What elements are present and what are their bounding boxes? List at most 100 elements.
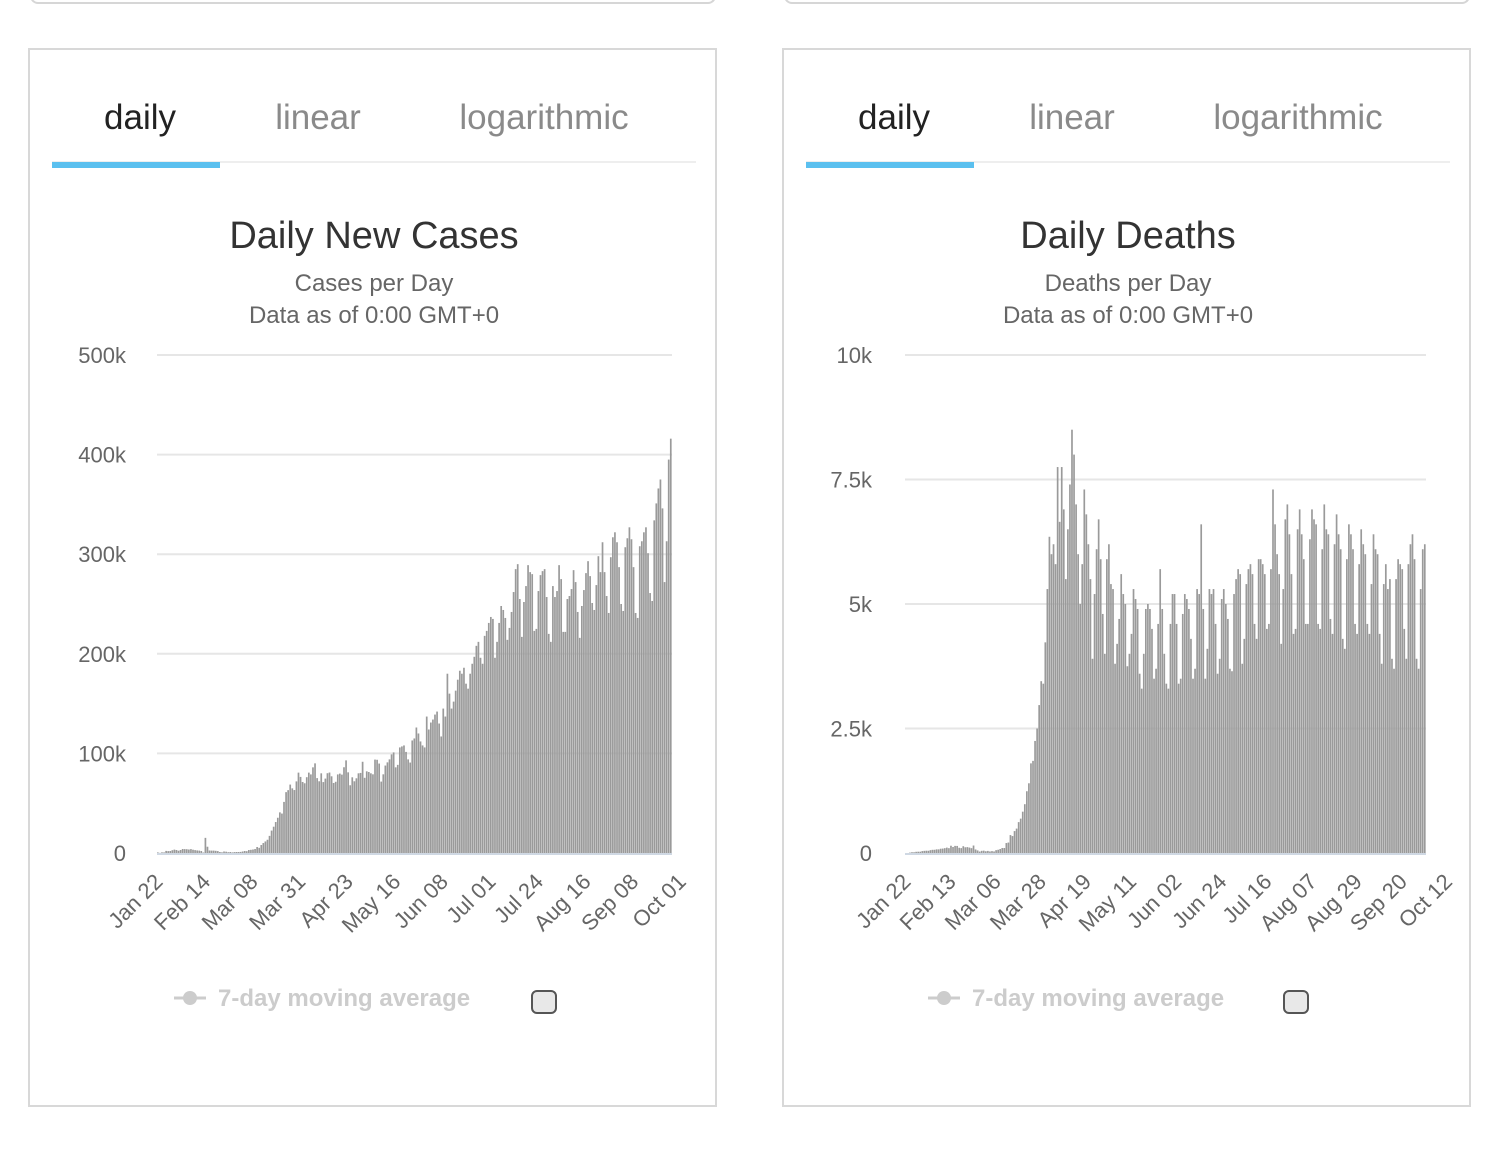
bar bbox=[562, 631, 565, 853]
bar bbox=[1358, 564, 1360, 853]
bar bbox=[425, 716, 428, 853]
bar bbox=[279, 812, 281, 853]
bar bbox=[1343, 648, 1346, 853]
bar bbox=[643, 532, 645, 853]
tab-logarithmic[interactable]: logarithmic bbox=[1213, 98, 1383, 137]
bar bbox=[365, 771, 368, 853]
bar bbox=[438, 723, 440, 853]
bar bbox=[287, 790, 289, 853]
bar bbox=[529, 572, 531, 853]
bar bbox=[1169, 623, 1172, 853]
bar bbox=[1409, 544, 1412, 853]
bar bbox=[1290, 574, 1293, 853]
bar bbox=[1286, 504, 1289, 853]
bar bbox=[628, 527, 631, 853]
bar bbox=[254, 849, 256, 853]
bar bbox=[1341, 638, 1344, 853]
bar bbox=[923, 850, 926, 853]
bar bbox=[1307, 623, 1309, 853]
bar bbox=[1348, 524, 1350, 853]
bar bbox=[1124, 604, 1127, 853]
bar bbox=[560, 579, 563, 853]
bar bbox=[1300, 534, 1303, 853]
tab-linear[interactable]: linear bbox=[275, 98, 361, 137]
bar bbox=[1028, 783, 1030, 853]
bar bbox=[496, 641, 498, 853]
bar bbox=[925, 850, 928, 853]
bar bbox=[1417, 668, 1420, 853]
bar bbox=[233, 852, 236, 853]
moving-average-checkbox[interactable] bbox=[1283, 990, 1309, 1014]
bar bbox=[1030, 763, 1032, 853]
bar bbox=[661, 508, 664, 853]
bar bbox=[216, 851, 219, 853]
x-tick-label: Jul 01 bbox=[441, 869, 500, 928]
bar bbox=[489, 616, 492, 853]
y-tick-label: 5k bbox=[849, 592, 873, 617]
bar bbox=[1370, 584, 1373, 853]
bar bbox=[276, 817, 279, 853]
tab-baseline bbox=[806, 161, 1450, 163]
chart-subtitle-line-2: Data as of 0:00 GMT+0 bbox=[249, 302, 499, 329]
legend-item-moving-average[interactable]: 7-day moving average bbox=[174, 985, 470, 1012]
tab-linear[interactable]: linear bbox=[1029, 98, 1115, 137]
bar bbox=[510, 611, 513, 853]
bar bbox=[1315, 524, 1317, 853]
bar bbox=[556, 591, 558, 853]
bar bbox=[500, 605, 503, 853]
bar bbox=[634, 612, 637, 853]
bar bbox=[444, 716, 447, 853]
bar bbox=[547, 633, 550, 853]
bar bbox=[622, 610, 625, 853]
bar bbox=[401, 746, 403, 853]
bar bbox=[450, 708, 453, 853]
bar bbox=[508, 627, 511, 853]
bar bbox=[952, 846, 954, 853]
bar bbox=[1050, 554, 1053, 853]
bar bbox=[1034, 740, 1036, 853]
bar bbox=[343, 767, 345, 853]
bar bbox=[372, 774, 374, 853]
bar bbox=[378, 763, 381, 853]
tab-daily[interactable]: daily bbox=[858, 98, 930, 137]
bar bbox=[1249, 564, 1252, 853]
bar bbox=[1337, 534, 1340, 853]
bar bbox=[1054, 564, 1057, 853]
bar bbox=[1173, 594, 1176, 853]
bar bbox=[995, 850, 997, 853]
bar bbox=[181, 849, 184, 853]
bar bbox=[419, 741, 422, 853]
bar bbox=[310, 774, 312, 853]
bar bbox=[307, 772, 310, 853]
bar bbox=[506, 639, 509, 853]
bar bbox=[999, 849, 1002, 853]
bar bbox=[601, 542, 604, 853]
bar bbox=[274, 822, 277, 853]
legend-item-moving-average[interactable]: 7-day moving average bbox=[928, 985, 1224, 1012]
bar bbox=[974, 849, 977, 853]
bar bbox=[268, 835, 271, 853]
bar bbox=[1136, 608, 1139, 853]
bar bbox=[1089, 579, 1092, 853]
bar bbox=[1413, 559, 1416, 853]
y-tick-label: 200k bbox=[78, 642, 127, 667]
bar bbox=[989, 851, 991, 853]
cases-chart: Daily New Cases Cases per Day Data as of… bbox=[78, 215, 691, 1012]
bar bbox=[1405, 658, 1408, 853]
bar bbox=[363, 777, 366, 853]
bar bbox=[446, 673, 449, 853]
bar bbox=[616, 542, 618, 853]
bar bbox=[1042, 683, 1045, 853]
bar bbox=[1231, 671, 1233, 853]
tab-daily[interactable]: daily bbox=[104, 98, 176, 137]
tab-logarithmic[interactable]: logarithmic bbox=[459, 98, 629, 137]
bar bbox=[1261, 564, 1264, 853]
bar bbox=[430, 722, 432, 853]
deaths-chart-card: daily linear logarithmic Daily Deaths De… bbox=[782, 48, 1471, 1107]
bars bbox=[157, 438, 672, 853]
bar bbox=[467, 688, 469, 853]
bar bbox=[1097, 519, 1100, 853]
bar bbox=[206, 846, 209, 853]
moving-average-checkbox[interactable] bbox=[531, 990, 557, 1014]
bar bbox=[252, 849, 254, 853]
